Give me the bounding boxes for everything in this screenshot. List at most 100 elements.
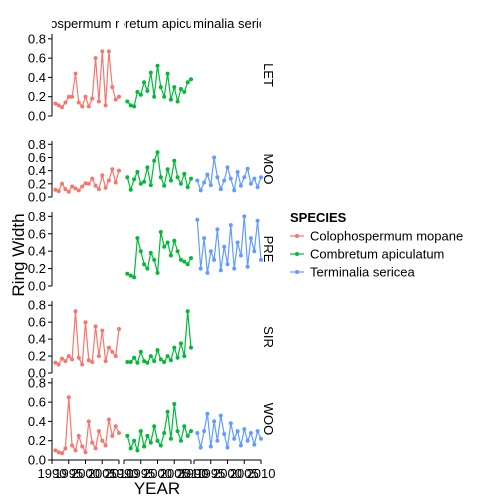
data-point: [96, 187, 101, 192]
data-point: [93, 324, 98, 329]
y-axis-title: Ring Width: [9, 213, 28, 296]
data-point: [155, 348, 160, 353]
data-point: [155, 438, 160, 443]
data-point: [135, 89, 140, 94]
y-tick-label: 0.2: [28, 349, 46, 364]
data-point: [155, 270, 160, 275]
data-point: [83, 320, 88, 325]
data-point: [132, 104, 137, 109]
data-point: [182, 171, 187, 176]
row-strip-label: MOO: [261, 153, 276, 184]
series-woo-0: [53, 395, 121, 456]
y-tick-label: 0.8: [28, 31, 46, 46]
x-tick-label: 2000: [143, 466, 172, 481]
row-strip-label: PRE: [261, 236, 276, 263]
data-point: [238, 443, 243, 448]
data-point: [165, 240, 170, 245]
series-line: [55, 311, 120, 367]
data-point: [252, 249, 257, 254]
data-point: [138, 429, 143, 434]
data-point: [148, 354, 153, 359]
data-point: [158, 85, 163, 90]
data-point: [80, 362, 85, 367]
data-point: [208, 249, 213, 254]
data-point: [76, 100, 81, 105]
data-point: [135, 448, 140, 453]
series-line: [55, 397, 120, 455]
data-point: [117, 431, 121, 435]
data-point: [165, 409, 170, 414]
series-line: [196, 216, 262, 273]
data-point: [76, 433, 81, 438]
data-point: [242, 427, 247, 432]
data-point: [117, 327, 121, 331]
data-point: [218, 413, 223, 418]
data-point: [232, 266, 237, 271]
data-point: [66, 395, 71, 400]
data-point: [238, 183, 243, 188]
series-pre-2: [195, 214, 263, 275]
data-point: [155, 63, 160, 68]
data-point: [56, 450, 61, 455]
data-point: [228, 223, 233, 228]
data-point: [66, 354, 71, 359]
data-point: [212, 419, 217, 424]
data-point: [100, 438, 105, 443]
data-point: [135, 236, 140, 241]
data-point: [83, 450, 88, 455]
data-point: [66, 94, 71, 99]
data-point: [73, 186, 78, 191]
data-point: [142, 262, 147, 267]
data-point: [185, 185, 190, 190]
data-point: [215, 175, 220, 180]
x-tick-label: 2010: [247, 466, 276, 481]
data-point: [60, 105, 64, 110]
data-point: [245, 166, 250, 171]
series-moo-2: [195, 155, 263, 193]
data-point: [175, 99, 180, 104]
data-point: [242, 214, 247, 219]
data-point: [86, 419, 91, 424]
data-point: [215, 227, 220, 232]
x-tick-label: 1995: [126, 466, 155, 481]
legend: SPECIES Colophospermum mopane Combretum ap…: [290, 210, 463, 280]
data-point: [162, 360, 167, 364]
series-moo-1: [125, 150, 193, 192]
series-line: [126, 403, 192, 451]
y-tick-label: 0.8: [28, 298, 46, 313]
data-point: [132, 355, 137, 360]
series-sir-1: [125, 309, 193, 365]
data-point: [195, 217, 200, 222]
data-point: [103, 443, 108, 448]
data-point: [148, 70, 153, 75]
data-point: [198, 445, 203, 450]
data-point: [225, 165, 230, 170]
data-point: [70, 184, 75, 189]
data-point: [182, 424, 187, 429]
data-point: [138, 349, 143, 354]
data-point: [189, 256, 193, 261]
x-tick-label: 1990: [180, 466, 209, 481]
data-point: [182, 259, 187, 264]
data-point: [70, 443, 75, 448]
data-point: [168, 97, 173, 102]
data-point: [145, 433, 150, 438]
data-point: [162, 183, 167, 188]
y-tick-label: 0.8: [28, 375, 46, 390]
y-axis: 0.0 0.2 0.4 0.6 0.8: [28, 209, 53, 294]
data-point: [168, 436, 173, 441]
data-point: [100, 173, 105, 178]
data-point: [152, 94, 157, 99]
data-point: [215, 438, 220, 443]
data-point: [172, 345, 177, 350]
y-tick-label: 0.6: [28, 51, 46, 66]
data-point: [103, 359, 108, 364]
data-point: [113, 424, 118, 429]
y-tick-label: 0.0: [28, 190, 46, 205]
data-point: [172, 402, 177, 406]
y-tick-label: 0.0: [28, 109, 46, 124]
legend-key-point: [295, 270, 299, 274]
data-point: [93, 446, 98, 451]
data-point: [208, 444, 213, 449]
data-point: [189, 345, 193, 350]
